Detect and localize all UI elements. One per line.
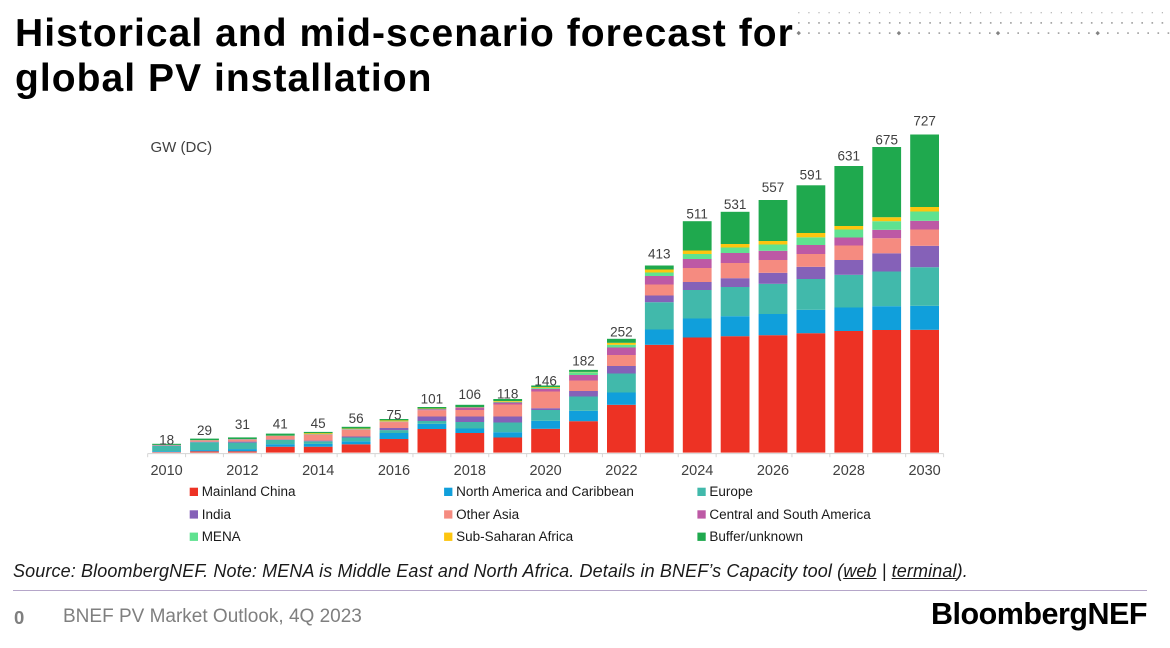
svg-text:182: 182 xyxy=(572,353,595,368)
svg-text:2016: 2016 xyxy=(378,463,410,479)
svg-text:252: 252 xyxy=(610,325,633,340)
svg-text:Mainland China: Mainland China xyxy=(202,484,296,499)
svg-text:North America and Caribbean: North America and Caribbean xyxy=(456,484,634,499)
svg-text:2010: 2010 xyxy=(150,463,182,479)
svg-text:2018: 2018 xyxy=(454,463,486,479)
svg-text:2012: 2012 xyxy=(226,463,258,479)
svg-text:101: 101 xyxy=(421,391,444,406)
svg-text:56: 56 xyxy=(349,411,364,426)
svg-text:557: 557 xyxy=(762,180,785,195)
svg-text:591: 591 xyxy=(800,167,823,182)
svg-text:45: 45 xyxy=(311,416,326,431)
svg-text:MENA: MENA xyxy=(202,529,241,544)
svg-text:31: 31 xyxy=(235,417,250,432)
svg-text:511: 511 xyxy=(686,207,708,222)
svg-text:2026: 2026 xyxy=(757,463,789,479)
svg-text:2030: 2030 xyxy=(908,463,940,479)
svg-text:Buffer/unknown: Buffer/unknown xyxy=(709,529,803,544)
svg-text:Sub-Saharan Africa: Sub-Saharan Africa xyxy=(456,529,574,544)
svg-text:2022: 2022 xyxy=(605,463,637,479)
svg-text:2028: 2028 xyxy=(833,463,865,479)
svg-text:India: India xyxy=(202,507,232,522)
svg-text:Central and South America: Central and South America xyxy=(709,507,871,522)
svg-text:18: 18 xyxy=(159,432,174,447)
svg-text:2024: 2024 xyxy=(681,463,713,479)
svg-text:106: 106 xyxy=(459,387,482,402)
svg-text:146: 146 xyxy=(534,374,557,389)
svg-text:Europe: Europe xyxy=(709,484,753,499)
svg-text:Other Asia: Other Asia xyxy=(456,507,520,522)
svg-text:75: 75 xyxy=(386,408,401,423)
svg-text:29: 29 xyxy=(197,423,212,438)
svg-text:413: 413 xyxy=(648,247,671,262)
svg-text:2020: 2020 xyxy=(529,463,561,479)
svg-text:531: 531 xyxy=(724,197,747,212)
svg-text:41: 41 xyxy=(273,417,288,432)
svg-text:2014: 2014 xyxy=(302,463,334,479)
svg-text:675: 675 xyxy=(875,132,898,147)
svg-text:118: 118 xyxy=(497,387,519,402)
svg-text:727: 727 xyxy=(913,114,936,129)
svg-text:631: 631 xyxy=(838,149,861,164)
svg-text:GW (DC): GW (DC) xyxy=(151,139,213,156)
